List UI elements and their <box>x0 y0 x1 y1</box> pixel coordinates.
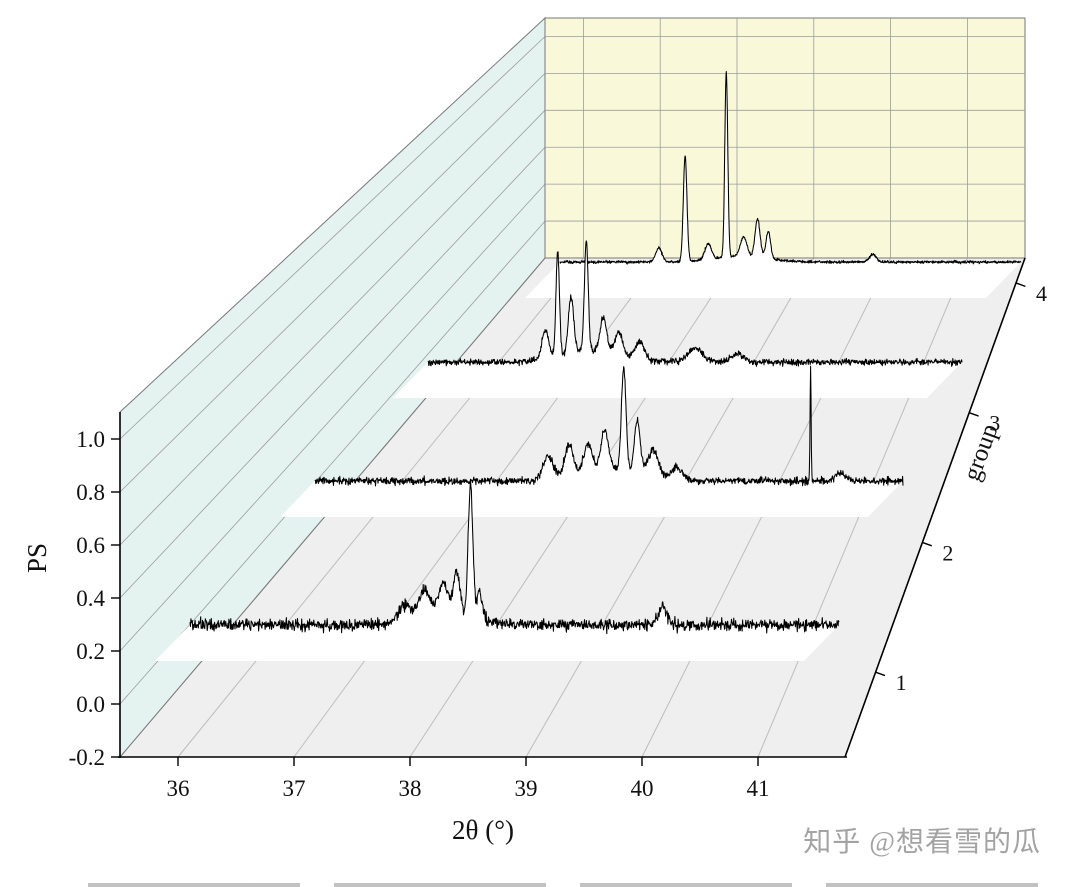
trace-underfill <box>315 366 903 486</box>
trace-group-2 <box>280 365 904 517</box>
x-tick-label: 38 <box>399 776 422 801</box>
z-axis-tick <box>922 541 933 547</box>
z-axis-tick <box>875 671 886 677</box>
trace-floor-strip <box>280 481 903 517</box>
trace-group-4 <box>525 70 1022 298</box>
left-wall-gridline <box>119 110 546 546</box>
trace-line <box>189 478 840 635</box>
z-tick-label: 2 <box>942 540 953 565</box>
z-tick-label: 1 <box>896 670 907 695</box>
y-tick-label: 1.0 <box>76 427 105 452</box>
y-tick-label: 0.0 <box>76 692 105 717</box>
trace-floor-strip <box>393 362 962 398</box>
y-tick-label: -0.2 <box>69 745 105 770</box>
y-axis-title: PS <box>22 543 52 573</box>
z-axis-tick <box>1015 282 1026 288</box>
x-axis: 36 37 38 39 40 41 2θ (°) <box>118 756 847 845</box>
x-tick-label: 37 <box>283 776 306 801</box>
y-tick-label: 0.6 <box>76 533 105 558</box>
y-tick-label: 0.8 <box>76 480 105 505</box>
x-axis-title: 2θ (°) <box>452 815 514 845</box>
left-wall-panel <box>119 16 546 759</box>
z-axis-line <box>844 257 1026 758</box>
x-tick-label: 41 <box>747 776 770 801</box>
x-tick-label: 39 <box>515 776 538 801</box>
trace-floor-strip <box>155 625 839 661</box>
watermark: 知乎 @想看雪的瓜 <box>803 827 1041 858</box>
trace-group-1 <box>155 478 840 661</box>
trace-line <box>314 365 904 487</box>
x-tick-label: 40 <box>631 776 654 801</box>
z-tick-label: 3 <box>989 411 1000 436</box>
z-axis-title: group <box>958 420 1003 484</box>
left-wall-gridline <box>119 146 546 599</box>
trace-group-3 <box>393 240 963 398</box>
left-wall-gridline <box>119 73 546 493</box>
z-axis-tick <box>968 412 979 417</box>
trace-floor-strip <box>525 262 1021 298</box>
y-tick-label: 0.2 <box>76 639 105 664</box>
x-tick-label: 36 <box>167 776 190 801</box>
y-axis: -0.2 0.0 0.2 0.4 0.6 0.8 1.0 PS <box>22 412 121 770</box>
left-wall-gridline <box>119 183 546 652</box>
bottom-edge-artifact <box>88 883 1067 887</box>
y-tick-label: 0.4 <box>76 586 105 611</box>
left-wall-gridline <box>119 36 546 440</box>
trace-line <box>559 70 1022 265</box>
trace-line <box>427 240 963 367</box>
back-wall <box>544 17 1026 259</box>
z-tick-label: 4 <box>1036 281 1047 306</box>
back-wall-panel <box>544 17 1026 259</box>
